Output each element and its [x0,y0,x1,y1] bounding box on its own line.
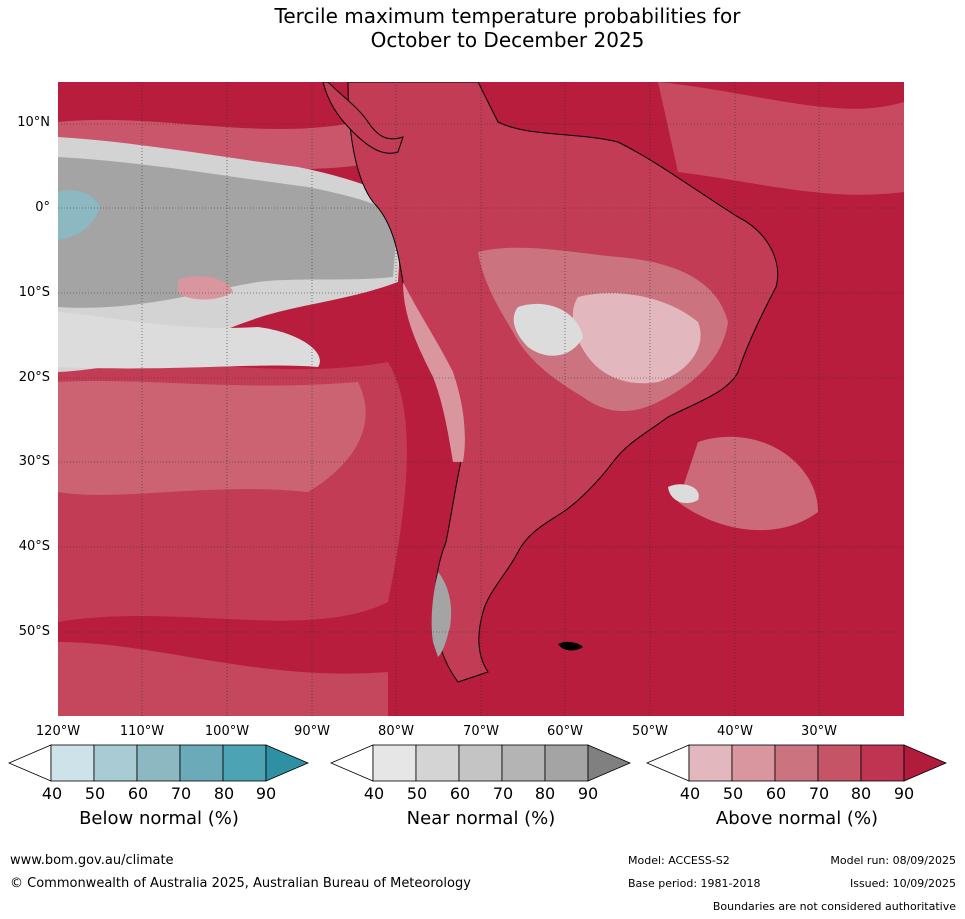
lon-label-50w: 50°W [632,724,668,739]
lat-label-30s: 30°S [18,454,50,469]
probability-map [58,82,904,716]
cb-above-tick-40: 40 [679,784,701,803]
colorbar-segment-upper [903,744,948,782]
cb-below-tick-40: 40 [41,784,63,803]
lat-label-20s: 20°S [18,370,50,385]
map-canvas [58,82,904,716]
lon-label-70w: 70°W [463,724,499,739]
colorbar-segment [501,744,546,782]
footer-copyright: © Commonwealth of Australia 2025, Austra… [10,876,471,891]
ocean-band-4 [658,82,904,195]
cb-near-tick-40: 40 [363,784,385,803]
bolivia-near-normal [513,303,583,356]
colorbar-segment [688,744,733,782]
below-normal-patch [58,190,100,240]
graticule [58,82,904,716]
colorbar-segment [372,744,417,782]
ocean-band-3 [58,642,388,716]
colorbar-above-normal [646,744,948,782]
colorbar-near-normal [330,744,632,782]
near-normal-band [58,312,320,369]
colorbar-segment [817,744,862,782]
andes-strip [403,282,465,462]
cb-below-tick-90: 90 [255,784,277,803]
patagonia-near-normal [431,572,452,657]
cb-near-title: Near normal (%) [406,808,556,829]
lat-label-10n: 10°N [17,115,50,130]
footer-url[interactable]: www.bom.gov.au/climate [10,853,174,868]
falklands [558,641,583,651]
colorbar-segment [860,744,905,782]
colorbar-segment-upper [265,744,310,782]
lon-label-90w: 90°W [294,724,330,739]
atlantic-light-spot [668,484,699,504]
footer-model-run: Model run: 08/09/2025 [830,854,956,867]
brazil-interior-light [572,293,701,384]
colorbar-segment [731,744,776,782]
footer-disclaimer: Boundaries are not considered authoritat… [712,900,956,913]
colorbar-segment-upper [587,744,632,782]
lon-label-80w: 80°W [378,724,414,739]
lat-label-0: 0° [35,200,50,215]
colorbar-segment-lower [8,744,52,782]
cb-below-title: Below normal (%) [79,808,239,829]
pink-patch [178,276,233,300]
colorbar-segment [179,744,224,782]
cb-above-tick-90: 90 [893,784,915,803]
lon-label-30w: 30°W [801,724,837,739]
ocean-band-2 [58,380,366,495]
lon-label-120w: 120°W [35,724,81,739]
lon-label-110w: 110°W [119,724,165,739]
lon-label-100w: 100°W [204,724,250,739]
footer-issued: Issued: 10/09/2025 [849,877,956,890]
lon-label-60w: 60°W [547,724,583,739]
colorbar-segment [774,744,819,782]
colorbar-segment-lower [330,744,374,782]
cb-near-tick-50: 50 [406,784,428,803]
cb-above-tick-80: 80 [850,784,872,803]
lat-label-40s: 40°S [18,539,50,554]
title-line-1: Tercile maximum temperature probabilitie… [274,4,741,28]
near-normal-dark [58,157,398,308]
colorbar-segment [458,744,503,782]
cb-near-tick-80: 80 [534,784,556,803]
title-line-2: October to December 2025 [370,28,645,52]
cb-below-tick-50: 50 [84,784,106,803]
lat-label-50s: 50°S [18,624,50,639]
colorbar-segment [136,744,181,782]
colorbar-segment-lower [646,744,690,782]
colorbar-segment [93,744,138,782]
colorbar-below-normal [8,744,310,782]
chart-title: Tercile maximum temperature probabilitie… [0,4,965,52]
colorbar-segment [544,744,589,782]
cb-below-tick-70: 70 [170,784,192,803]
cb-below-tick-60: 60 [127,784,149,803]
cb-above-tick-50: 50 [722,784,744,803]
colorbar-segment [222,744,267,782]
footer-model: Model: ACCESS-S2 [628,854,730,867]
cb-above-title: Above normal (%) [715,808,879,829]
cb-near-tick-90: 90 [577,784,599,803]
central-america-land [322,82,404,154]
cb-above-tick-60: 60 [765,784,787,803]
cb-near-tick-70: 70 [492,784,514,803]
cb-above-tick-70: 70 [808,784,830,803]
ocean-band-5 [678,436,818,531]
cb-near-tick-60: 60 [449,784,471,803]
cb-below-tick-80: 80 [213,784,235,803]
colorbar-segment [415,744,460,782]
lon-label-40w: 40°W [717,724,753,739]
lat-label-10s: 10°S [18,285,50,300]
colorbar-segment [50,744,95,782]
footer-base-period: Base period: 1981-2018 [628,877,761,890]
